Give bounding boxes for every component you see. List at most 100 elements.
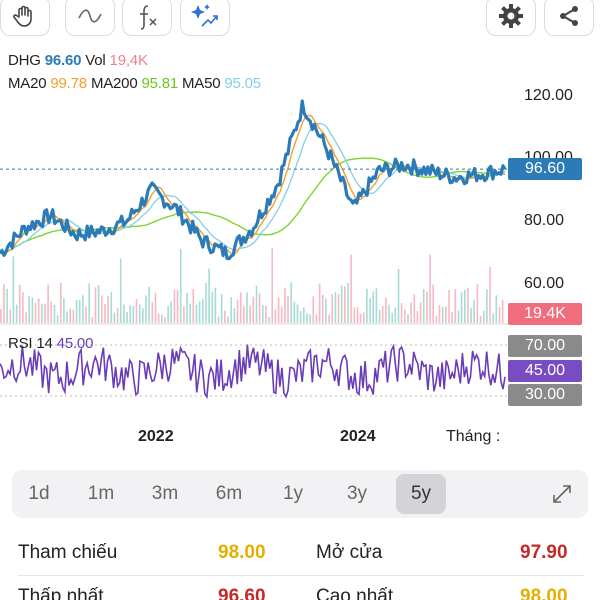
legend-ma200-value: 95.81: [141, 75, 179, 92]
period-1m[interactable]: 1m: [87, 483, 115, 504]
volume-bar: [410, 302, 412, 323]
volume-bar: [337, 294, 340, 323]
expand-icon: [553, 485, 571, 503]
volume-bar: [236, 299, 239, 323]
volume-bar: [331, 294, 333, 323]
open-value: 97.90: [520, 542, 568, 563]
volume-bar: [460, 292, 463, 323]
price-axis-80: 80.00: [524, 212, 565, 229]
hand-pan-button[interactable]: [0, 0, 50, 36]
rsi-legend: RSI 14 45.00: [8, 335, 97, 352]
volume-bar: [110, 292, 113, 323]
volume-bar: [284, 287, 286, 323]
ref-label: Tham chiếu: [18, 542, 118, 563]
volume-bar: [75, 299, 78, 323]
share-button[interactable]: [544, 0, 594, 36]
volume-bar: [312, 296, 315, 323]
volume-bar: [22, 292, 24, 323]
volume-bar: [422, 289, 425, 323]
volume-bar: [479, 315, 482, 323]
volume-bar: [138, 304, 141, 323]
volume-bar: [101, 295, 103, 323]
hand-pan-icon: [13, 5, 32, 27]
ref-value: 98.00: [218, 542, 266, 563]
volume-bar: [432, 284, 434, 323]
price-line: [0, 99, 507, 261]
volume-bar: [265, 306, 267, 323]
x-axis-2024: 2024: [340, 428, 376, 445]
stats-row-2: Thấp nhất 96.60 Cao nhất 98.00: [18, 580, 586, 600]
function-button[interactable]: [122, 0, 172, 36]
period-3y[interactable]: 3y: [346, 483, 368, 504]
volume-bar: [296, 304, 299, 323]
settings-button[interactable]: [486, 0, 536, 36]
volume-bar: [359, 313, 362, 323]
volume-bar: [220, 294, 223, 323]
volume-bar: [107, 296, 109, 323]
line-tool-button[interactable]: [65, 0, 115, 36]
period-3m[interactable]: 3m: [151, 483, 179, 504]
volume-bar: [369, 298, 371, 323]
volume-bar: [394, 307, 397, 323]
volume-bar: [214, 287, 217, 323]
volume-bar: [372, 291, 374, 323]
volume-bar: [492, 313, 494, 323]
volume-bar: [246, 292, 248, 323]
period-1d[interactable]: 1d: [28, 483, 50, 504]
legend-price: 96.60: [44, 52, 82, 69]
rsi-lower-badge: 30.00: [508, 384, 582, 406]
volume-bar: [464, 289, 466, 323]
legend-symbol: DHG: [8, 52, 41, 69]
volume-bar: [142, 308, 144, 323]
volume-bar: [41, 303, 43, 323]
legend-ma50-value: 95.05: [224, 75, 261, 92]
ma50-line: [0, 122, 506, 255]
volume-bar: [88, 283, 90, 323]
volume-bar: [435, 316, 438, 323]
volume-bar: [198, 301, 201, 323]
volume-bar: [47, 284, 49, 323]
volume-bar: [12, 256, 15, 323]
volume-bar: [309, 314, 311, 323]
volume-bar: [31, 297, 34, 323]
volume-bar: [154, 292, 157, 323]
volume-bar: [258, 293, 261, 323]
volume-bar: [148, 286, 150, 323]
volume-bar: [18, 284, 21, 323]
volume-bar: [208, 268, 210, 323]
fullscreen-button[interactable]: [550, 482, 574, 511]
legend-rsi-label: RSI 14: [8, 335, 53, 352]
volume-bar: [205, 282, 207, 323]
volume-bar: [318, 283, 321, 323]
chart-toolbar: [0, 0, 600, 40]
volume-bar: [454, 289, 457, 323]
volume-bar: [53, 304, 56, 323]
volume-bar: [407, 314, 409, 323]
volume-bar: [397, 269, 400, 323]
period-1y[interactable]: 1y: [282, 483, 304, 504]
volume-bar: [489, 266, 491, 323]
volume-bar: [211, 291, 214, 323]
volume-bar: [385, 297, 387, 323]
volume-bar: [82, 295, 84, 323]
volume-bar: [501, 299, 504, 323]
period-6m[interactable]: 6m: [215, 483, 243, 504]
volume-bar: [233, 308, 236, 323]
volume-bar: [353, 307, 356, 323]
price-chart[interactable]: [0, 40, 600, 460]
volume-bar: [271, 248, 273, 323]
volume-bar: [104, 304, 106, 323]
volume-bar: [268, 316, 270, 323]
period-5y[interactable]: 5y: [396, 474, 446, 514]
gear-icon: [499, 4, 523, 28]
volume-bar: [299, 311, 302, 323]
volume-bar: [173, 289, 176, 323]
volume-bar: [230, 297, 232, 323]
volume-bar: [63, 298, 65, 323]
volume-bar: [145, 295, 147, 323]
rsi-current-badge: 45.00: [508, 360, 582, 382]
price-legend: DHG 96.60 Vol 19,4K: [8, 52, 152, 69]
volume-bar: [375, 288, 378, 323]
volume-bar: [227, 316, 229, 323]
magic-sparkle-button[interactable]: [180, 0, 230, 36]
